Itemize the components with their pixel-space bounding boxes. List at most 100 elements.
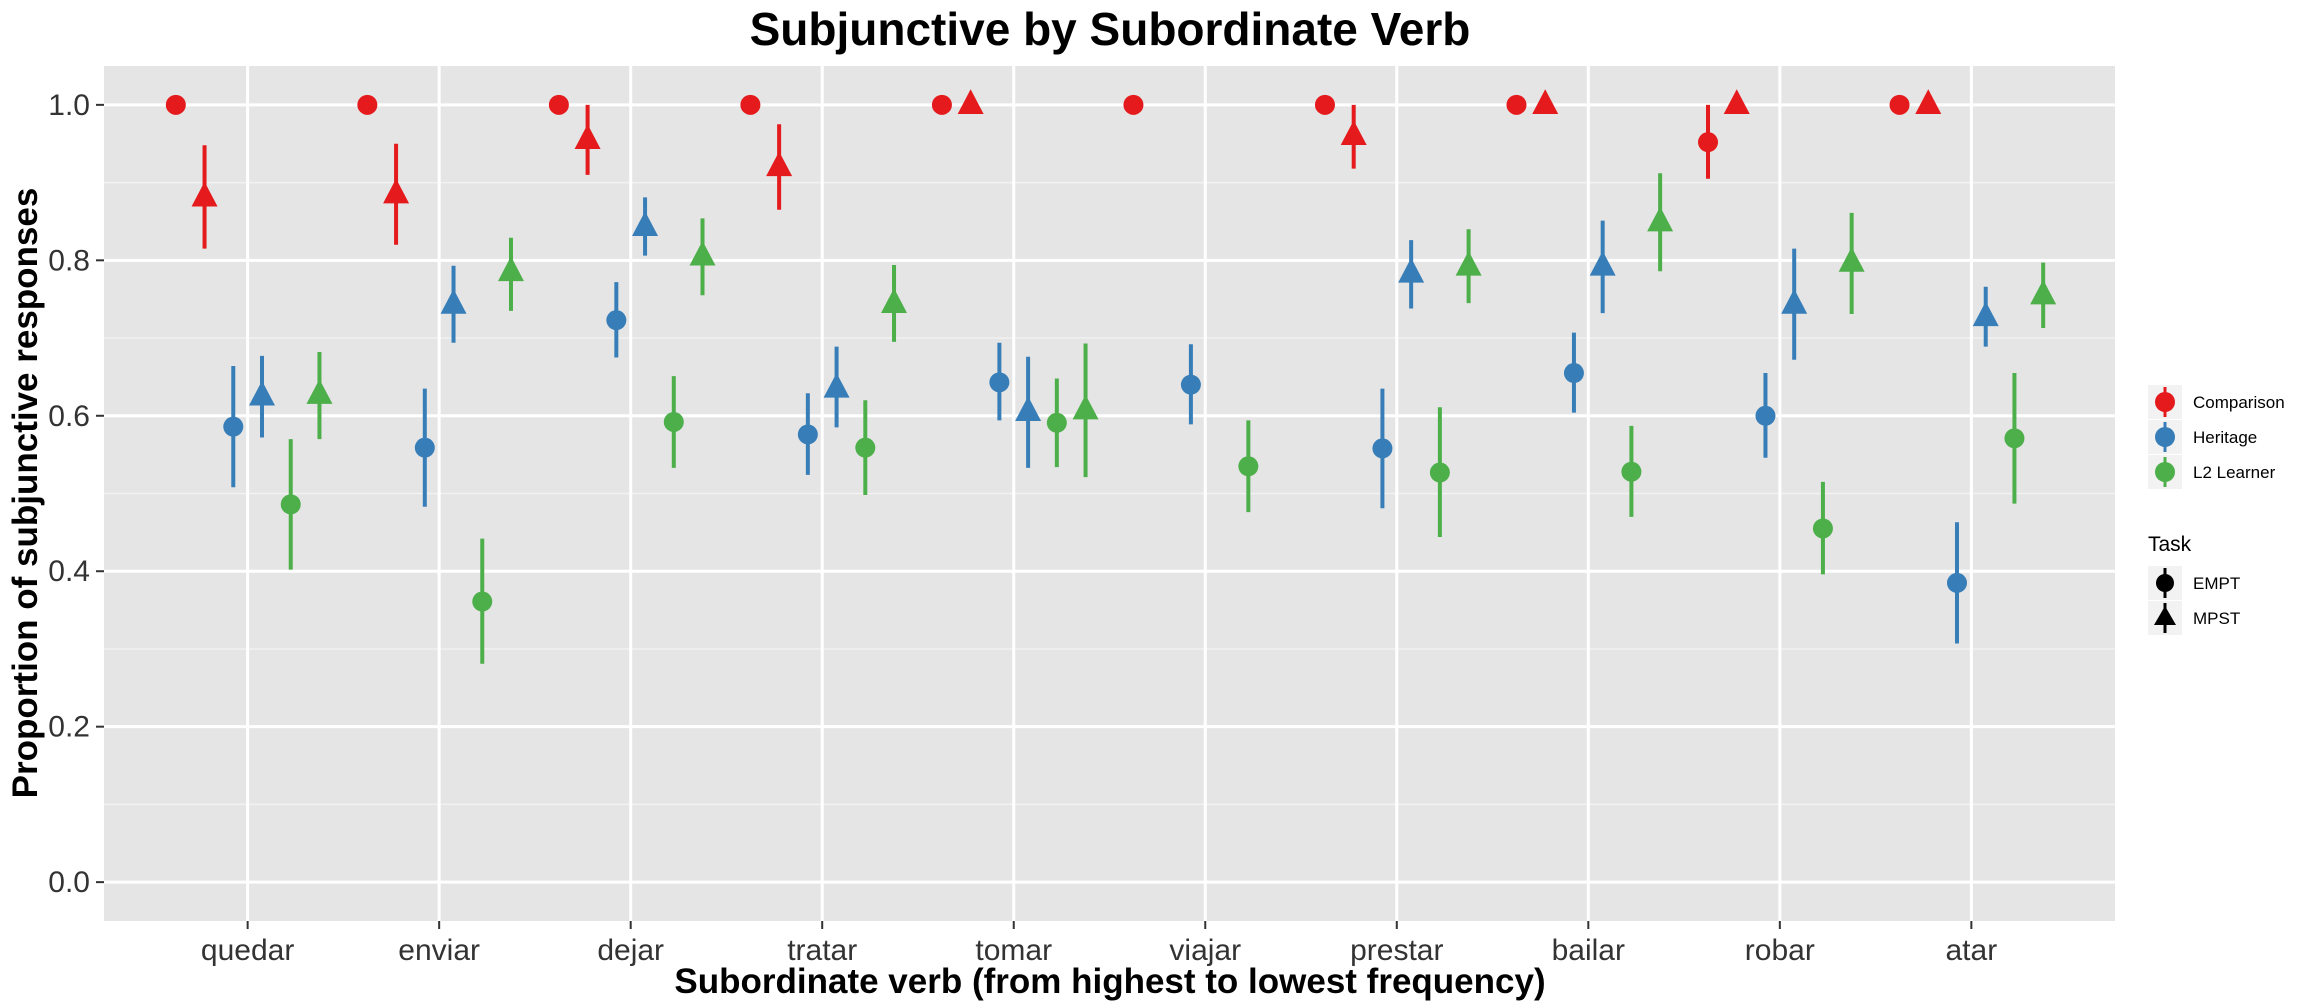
data-point-tratar <box>797 424 818 445</box>
data-point-robar <box>1755 405 1776 426</box>
x-tick-label-robar: robar <box>1745 934 1815 967</box>
legend-key-point <box>2155 462 2175 482</box>
data-point-quedar <box>249 380 276 406</box>
data-point-tratar <box>881 288 908 313</box>
data-point-atar <box>1946 572 1967 593</box>
data-point-tomar <box>1046 412 1067 433</box>
data-point-quedar <box>165 94 186 115</box>
data-point-prestar <box>1429 462 1450 483</box>
x-tick-label-viajar: viajar <box>1169 934 1241 967</box>
data-point-tomar <box>931 94 952 115</box>
x-tick-label-prestar: prestar <box>1350 934 1443 967</box>
legend-title-task: Task <box>2148 533 2192 556</box>
legend-item-mpst: MPST <box>2148 601 2240 635</box>
data-point-prestar <box>1398 257 1425 283</box>
data-point-enviar <box>497 256 524 282</box>
data-point-bailar <box>1532 89 1559 114</box>
x-axis-title: Subordinate verb (from highest to lowest… <box>674 962 1545 1001</box>
legend-item-empt: EMPT <box>2148 566 2240 600</box>
data-point-atar <box>2030 279 2057 305</box>
data-point-prestar <box>1340 120 1367 146</box>
data-point-robar <box>1812 518 1833 539</box>
data-point-bailar <box>1621 461 1642 482</box>
data-point-viajar <box>1238 456 1259 477</box>
data-point-dejar <box>606 310 627 331</box>
data-point-atar <box>1915 89 1942 114</box>
series-heritage-mpst <box>249 197 1999 468</box>
legend-key-point <box>2156 574 2174 592</box>
legend-key-point <box>2155 392 2175 412</box>
data-point-tomar <box>1072 394 1099 420</box>
legend-key-point <box>2154 606 2176 625</box>
data-point-atar <box>2004 428 2025 449</box>
y-tick-label: 0.6 <box>48 400 90 433</box>
data-layer <box>165 89 2057 664</box>
legend-item-l2-learner: L2 Learner <box>2148 455 2276 489</box>
data-point-tomar <box>957 89 984 114</box>
data-point-quedar <box>280 494 301 515</box>
legend-label: L2 Learner <box>2193 463 2276 482</box>
data-point-tomar <box>989 372 1010 393</box>
y-tick-label: 1.0 <box>48 89 90 122</box>
chart-title: Subjunctive by Subordinate Verb <box>750 3 1471 55</box>
data-point-tratar <box>855 437 876 458</box>
data-point-dejar <box>689 240 716 266</box>
data-point-dejar <box>548 94 569 115</box>
y-tick-label: 0.0 <box>48 866 90 899</box>
x-tick-label-dejar: dejar <box>597 934 664 967</box>
y-axis-title: Proportion of subjunctive responses <box>6 188 45 799</box>
grid <box>104 66 2115 921</box>
y-tick-label: 0.2 <box>48 711 90 744</box>
data-point-robar <box>1781 289 1808 314</box>
data-point-enviar <box>357 94 378 115</box>
series-heritage-empt <box>223 282 1967 644</box>
x-axis: quedar enviar dejar tratar tomar viajar presta… <box>201 921 1997 967</box>
legend-label: Comparison <box>2193 393 2285 412</box>
x-tick-label-tratar: tratar <box>787 934 857 967</box>
data-point-viajar <box>1180 374 1201 395</box>
legend-label: MPST <box>2193 609 2240 628</box>
series-comparison-mpst <box>191 89 1942 249</box>
data-point-enviar <box>383 178 410 204</box>
y-axis: 0.0 0.2 0.4 0.6 0.8 1.0 <box>48 89 104 899</box>
data-point-prestar <box>1372 438 1393 459</box>
legend-item-comparison: Comparison <box>2148 385 2285 419</box>
series-comparison-empt <box>165 94 1910 179</box>
legend-key-point <box>2155 427 2175 447</box>
data-point-dejar <box>663 411 684 432</box>
data-point-atar <box>1889 94 1910 115</box>
x-tick-label-atar: atar <box>1946 934 1998 967</box>
data-point-tratar <box>823 372 850 398</box>
data-point-tratar <box>740 94 761 115</box>
data-point-robar <box>1698 132 1719 153</box>
data-point-atar <box>1972 301 1999 327</box>
legend-label: Heritage <box>2193 428 2257 447</box>
data-point-bailar <box>1589 250 1616 276</box>
data-point-bailar <box>1647 206 1674 232</box>
series-l2-learner-empt <box>280 373 2025 664</box>
data-point-quedar <box>223 416 244 437</box>
x-tick-label-tomar: tomar <box>975 934 1052 967</box>
data-point-viajar <box>1123 94 1144 115</box>
data-point-prestar <box>1455 250 1482 276</box>
data-point-bailar <box>1563 363 1584 384</box>
x-tick-label-enviar: enviar <box>398 934 480 967</box>
data-point-robar <box>1838 247 1865 272</box>
data-point-bailar <box>1506 94 1527 115</box>
data-point-enviar <box>414 437 435 458</box>
data-point-quedar <box>191 181 218 207</box>
data-point-tomar <box>1015 396 1042 421</box>
data-point-enviar <box>440 289 467 314</box>
data-point-dejar <box>574 124 601 149</box>
y-tick-label: 0.8 <box>48 244 90 277</box>
data-point-dejar <box>632 211 659 236</box>
data-point-enviar <box>472 591 493 612</box>
data-point-quedar <box>306 379 333 404</box>
data-point-prestar <box>1314 94 1335 115</box>
data-point-tratar <box>766 151 793 177</box>
legend-label: EMPT <box>2193 574 2240 593</box>
legend-item-heritage: Heritage <box>2148 420 2257 454</box>
x-tick-label-quedar: quedar <box>201 934 294 967</box>
data-point-robar <box>1723 89 1750 114</box>
